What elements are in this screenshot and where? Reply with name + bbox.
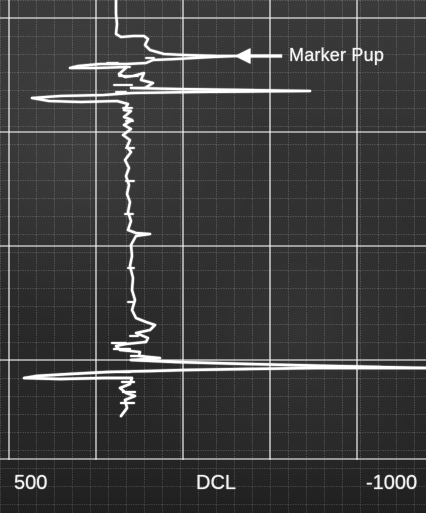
marker-pup-label: Marker Pup	[289, 45, 385, 65]
major-grid	[0, 0, 426, 460]
x-axis-left-label: 500	[14, 472, 48, 494]
trace-lower-spike	[22, 358, 426, 418]
x-axis-center-label: DCL	[196, 472, 237, 494]
trace-upper-bars	[106, 57, 155, 337]
x-axis-right-label: -1000	[366, 472, 418, 494]
log-trace	[22, 0, 426, 418]
annotation-arrow	[234, 48, 282, 64]
trace-lower-bars	[110, 341, 146, 405]
arrow-left-icon	[234, 48, 251, 64]
